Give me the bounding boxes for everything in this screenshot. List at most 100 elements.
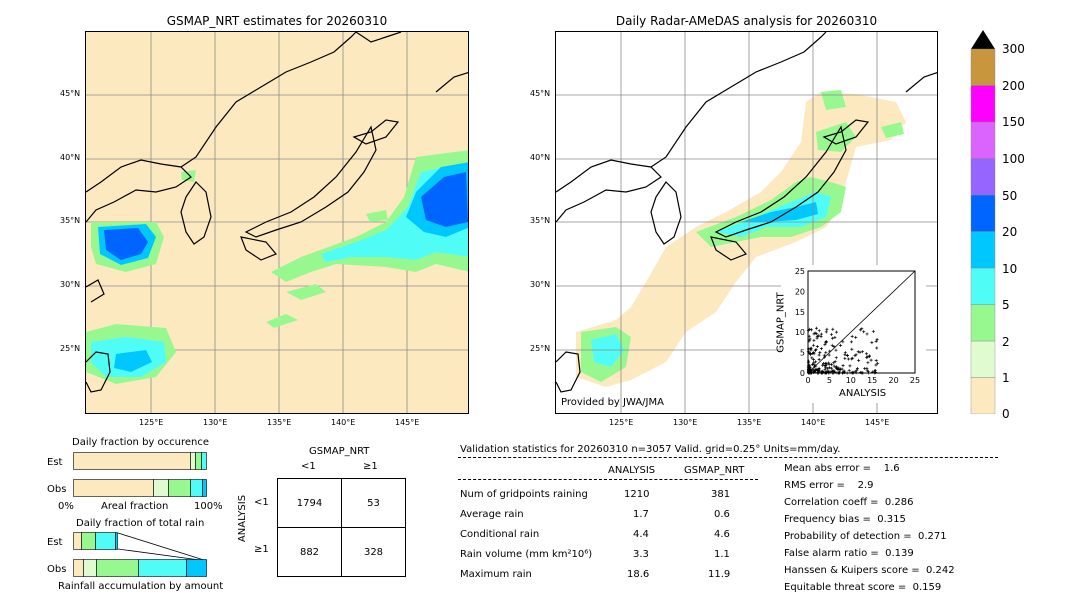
scatter-xtick: 15 (867, 376, 877, 385)
validation-col-gsmap: GSMAP_NRT (684, 465, 745, 476)
scatter-xtick: 25 (910, 376, 920, 385)
scatter-point (817, 366, 821, 370)
scatter-point (811, 361, 815, 365)
scatter-point (831, 327, 835, 331)
scatter-point (873, 371, 877, 375)
scatter-point (822, 353, 826, 357)
scatter-point (853, 354, 857, 358)
scatter-point (814, 360, 818, 364)
scatter-point (812, 371, 816, 375)
colorbar-label: 150 (1002, 115, 1025, 129)
colorbar-segment (970, 158, 996, 196)
scatter-point (858, 328, 862, 332)
scatter-point (866, 361, 870, 365)
contingency-col-ge: ≥1 (363, 461, 378, 472)
scatter-point (812, 358, 816, 362)
right-map-coastlines (556, 32, 937, 393)
scatter-points (806, 326, 880, 375)
scatter-point (807, 361, 811, 365)
scatter-point (810, 356, 814, 360)
stat-gsmap: 11.9 (708, 569, 731, 580)
scatter-point (806, 329, 810, 333)
scatter-point (876, 361, 880, 365)
scatter-point (865, 332, 869, 336)
colorbar-label: 1 (1002, 371, 1010, 385)
score-line: Correlation coeff = 0.286 (784, 497, 914, 508)
scatter-point (843, 353, 847, 357)
stat-analysis: 18.6 (627, 569, 650, 580)
right-lon-label: 125°E (609, 418, 634, 427)
right-map-rain-areas (576, 90, 906, 387)
stat-gsmap: 381 (711, 489, 731, 500)
scatter-point (824, 366, 828, 370)
scatter-point (843, 357, 847, 361)
scatter-point (832, 345, 836, 349)
scatter-point (820, 370, 824, 374)
scatter-point (869, 358, 873, 362)
colorbar-segment (970, 48, 996, 86)
total-rain-connector (117, 532, 208, 562)
left-map-canvas (86, 32, 468, 413)
scatter-point (850, 334, 854, 338)
contingency-row-ge: ≥1 (254, 544, 269, 555)
scatter-point (806, 371, 810, 375)
scatter-point (820, 369, 824, 373)
scatter-point (834, 365, 838, 369)
left-lat-label: 45°N (60, 89, 81, 98)
colorbar-label: 300 (1002, 42, 1025, 56)
left-lat-label: 40°N (60, 153, 81, 162)
scatter-point (819, 347, 823, 351)
scatter-point (839, 343, 843, 347)
total-rain-bars (73, 532, 208, 577)
left-lon-label: 130°E (203, 418, 228, 427)
scatter-point (832, 364, 836, 368)
total-rain-obs-label: Obs (47, 564, 67, 575)
scatter-xlabel: ANALYSIS (839, 388, 887, 399)
contingency-cell: 53 (341, 478, 406, 528)
scatter-point (863, 366, 867, 370)
right-lon-label: 130°E (673, 418, 698, 427)
scatter-ytick: 10 (795, 328, 805, 337)
scatter-ylabel: GSMAP_NRT (775, 292, 787, 353)
stat-analysis: 4.4 (633, 529, 649, 540)
total-rain-obs-bar (73, 559, 207, 577)
total-rain-est-bar (73, 532, 118, 550)
contingency-header: GSMAP_NRT (309, 446, 370, 457)
stat-analysis: 1.7 (633, 509, 649, 520)
scatter-point (854, 335, 858, 339)
contingency-row-lt: <1 (254, 497, 269, 508)
scatter-point (865, 355, 869, 359)
scatter-point (813, 365, 817, 369)
scatter-point (843, 351, 847, 355)
validation-table-rule (458, 479, 758, 480)
scatter-ytick: 25 (795, 267, 805, 276)
scatter-point (827, 362, 831, 366)
scatter-point (836, 371, 840, 375)
occurrence-est-bar (73, 452, 207, 470)
right-lon-label: 135°E (737, 418, 762, 427)
scatter-ytick: 0 (800, 369, 805, 378)
colorbar-segment (970, 377, 996, 415)
scatter-point (874, 339, 878, 343)
scatter-point (858, 350, 862, 354)
scatter-xtick: 0 (805, 376, 810, 385)
colorbar-label: 20 (1002, 225, 1018, 239)
contingency-col-lt: <1 (301, 461, 316, 472)
total-rain-connector (117, 548, 208, 562)
scatter-point (807, 339, 811, 343)
validation-col-analysis: ANALYSIS (608, 465, 656, 476)
occurrence-bars (73, 452, 207, 497)
scatter-point (874, 363, 878, 367)
scatter-point (833, 336, 837, 340)
scatter-point (865, 368, 869, 372)
scatter-point (808, 337, 812, 341)
colorbar-segment (970, 85, 996, 123)
colorbar-label: 5 (1002, 298, 1010, 312)
scatter-point (812, 363, 816, 367)
scatter-ytick: 20 (795, 287, 805, 296)
right-lon-label: 145°E (865, 418, 890, 427)
score-line: RMS error = 2.9 (784, 480, 874, 491)
scatter-point (829, 366, 833, 370)
left-lat-label: 30°N (60, 280, 81, 289)
left-map (85, 31, 469, 414)
